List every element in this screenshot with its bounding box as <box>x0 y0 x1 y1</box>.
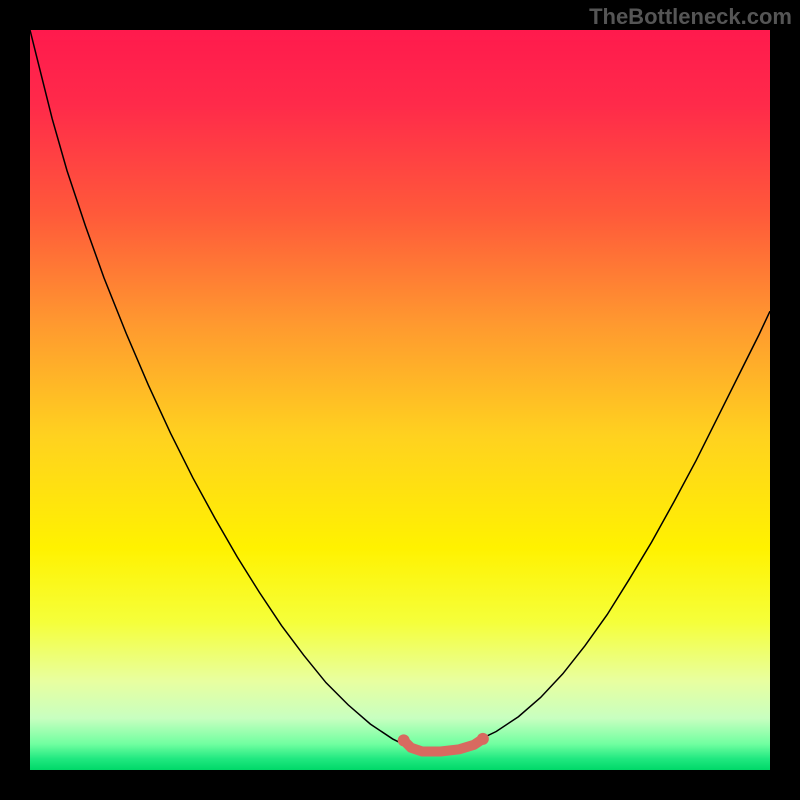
highlight-start-marker <box>398 734 410 746</box>
highlight-end-marker <box>477 733 489 745</box>
watermark-text: TheBottleneck.com <box>589 4 792 30</box>
bottleneck-chart: TheBottleneck.com <box>0 0 800 800</box>
chart-svg <box>0 0 800 800</box>
chart-plot-area <box>30 30 770 770</box>
